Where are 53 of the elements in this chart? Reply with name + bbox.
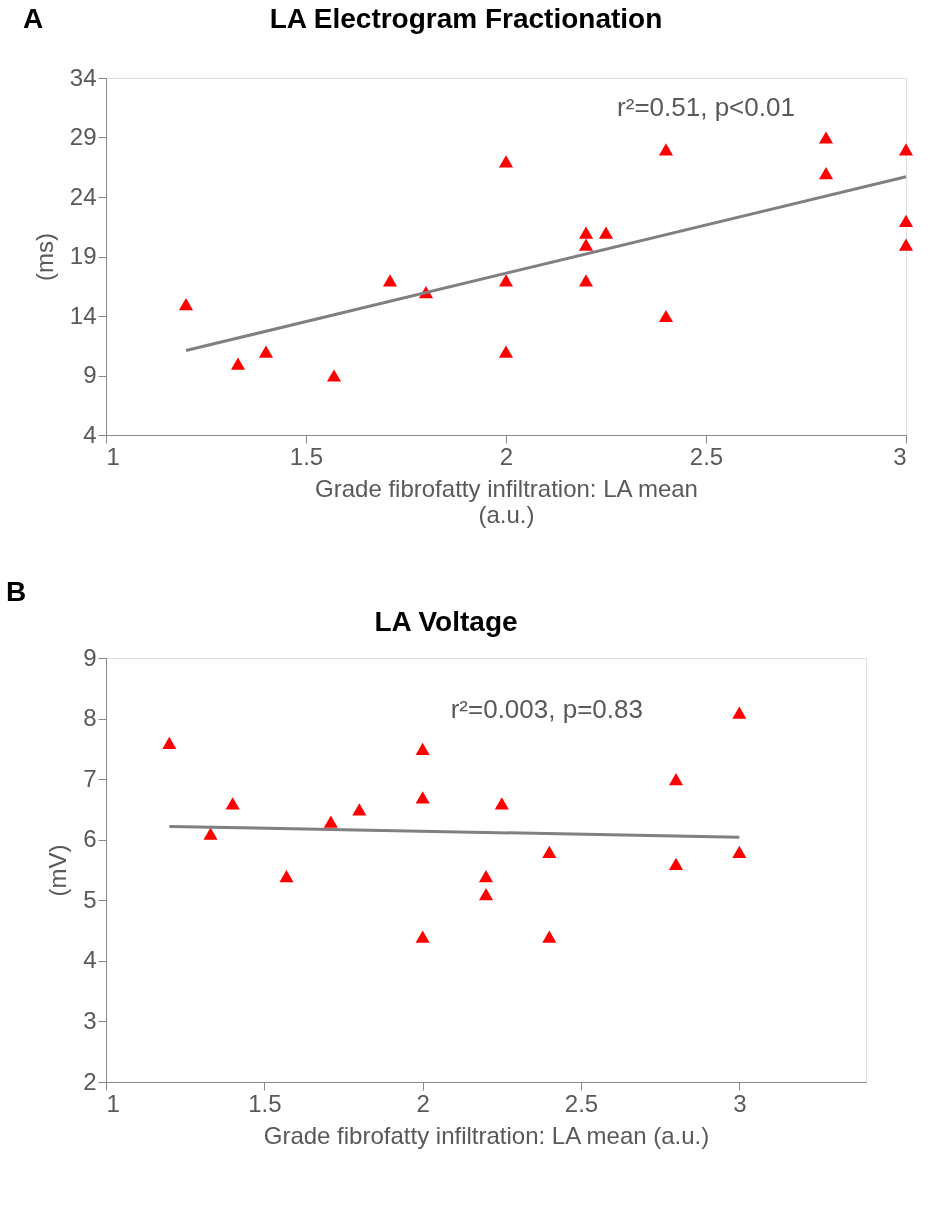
point <box>542 845 557 858</box>
y-tick-label: 4 <box>83 946 97 974</box>
x-tick-label: 2.5 <box>564 1089 599 1117</box>
x-tick-label: 2 <box>416 1089 430 1117</box>
point <box>352 803 367 816</box>
y-axis-title: (ms) <box>30 233 58 281</box>
point <box>494 797 509 810</box>
y-tick-label: 19 <box>69 242 97 269</box>
chart-title: LA Electrogram Fractionation <box>269 3 663 34</box>
y-tick-label: 4 <box>83 420 97 448</box>
point <box>279 869 294 883</box>
y-tick-label: 9 <box>83 361 97 388</box>
point <box>415 930 430 943</box>
x-tick-label: 1.5 <box>289 442 324 470</box>
point <box>225 797 240 810</box>
x-tick-label: 1 <box>106 1089 120 1117</box>
y-tick-label: 34 <box>69 63 97 91</box>
point <box>415 791 430 804</box>
x-axis-title: Grade fibrofatty infiltration: LA mean (a.u.) <box>263 1121 710 1149</box>
chart-title: LA Voltage <box>374 606 518 637</box>
point <box>478 888 494 901</box>
point <box>668 857 684 871</box>
point <box>732 845 747 858</box>
point <box>542 930 557 943</box>
point <box>415 742 430 755</box>
y-tick-label: 2 <box>83 1067 97 1095</box>
x-tick-label: 2 <box>499 442 514 470</box>
point <box>162 736 177 749</box>
point <box>668 773 684 786</box>
y-tick-label: 6 <box>83 825 97 853</box>
y-tick-label: 24 <box>69 182 97 210</box>
point <box>732 706 747 719</box>
annotation: r²=0.51, p<0.01 <box>617 92 795 122</box>
x-tick-label: 2.5 <box>689 442 724 470</box>
x-tick-label: 3 <box>893 442 907 470</box>
y-tick-label: 3 <box>83 1006 97 1034</box>
x-tick-label: 1.5 <box>248 1089 282 1117</box>
text: B <box>6 576 27 607</box>
y-tick-label: 9 <box>83 643 97 671</box>
point <box>203 827 218 840</box>
y-tick-label: 7 <box>83 764 97 792</box>
text: A <box>23 3 44 34</box>
x-tick-label: 1 <box>106 442 120 470</box>
x-axis-title: Grade fibrofatty infiltration: LA mean (a.u.) <box>315 474 698 528</box>
x-tick-label: 3 <box>733 1089 747 1117</box>
y-tick-label: 14 <box>69 301 97 329</box>
point <box>478 869 494 883</box>
y-tick-label: 29 <box>69 123 97 150</box>
y-axis-title: (mV) <box>44 844 72 897</box>
y-tick-label: 8 <box>83 704 97 732</box>
annotation: r²=0.003, p=0.83 <box>450 694 643 724</box>
point <box>323 815 338 828</box>
y-tick-label: 5 <box>83 885 97 913</box>
